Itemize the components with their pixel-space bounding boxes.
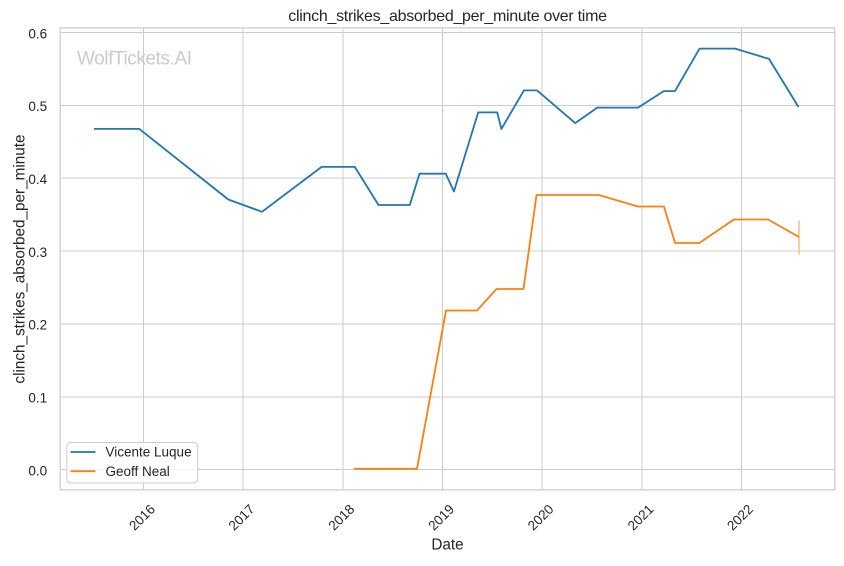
svg-text:clinch_strikes_absorbed_per_mi: clinch_strikes_absorbed_per_minute over … bbox=[288, 8, 607, 25]
svg-text:Geoff Neal: Geoff Neal bbox=[106, 464, 170, 479]
svg-text:0.1: 0.1 bbox=[28, 391, 47, 406]
svg-text:0.2: 0.2 bbox=[28, 318, 47, 333]
svg-text:Date: Date bbox=[431, 536, 463, 553]
svg-text:Vicente Luque: Vicente Luque bbox=[106, 445, 192, 460]
svg-text:0.4: 0.4 bbox=[28, 172, 47, 187]
svg-text:0.6: 0.6 bbox=[28, 26, 47, 41]
svg-text:WolfTickets.AI: WolfTickets.AI bbox=[77, 48, 192, 69]
svg-text:0.0: 0.0 bbox=[28, 463, 47, 478]
svg-text:clinch_strikes_absorbed_per_mi: clinch_strikes_absorbed_per_minute bbox=[12, 134, 29, 383]
svg-text:0.3: 0.3 bbox=[28, 245, 47, 260]
svg-text:0.5: 0.5 bbox=[28, 99, 47, 114]
